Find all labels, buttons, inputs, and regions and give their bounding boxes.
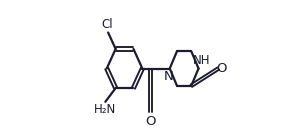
Text: O: O — [145, 115, 156, 128]
Text: N: N — [164, 70, 174, 82]
Text: NH: NH — [193, 55, 211, 67]
Text: Cl: Cl — [102, 18, 113, 32]
Text: H₂N: H₂N — [94, 103, 116, 116]
Text: O: O — [217, 62, 227, 75]
